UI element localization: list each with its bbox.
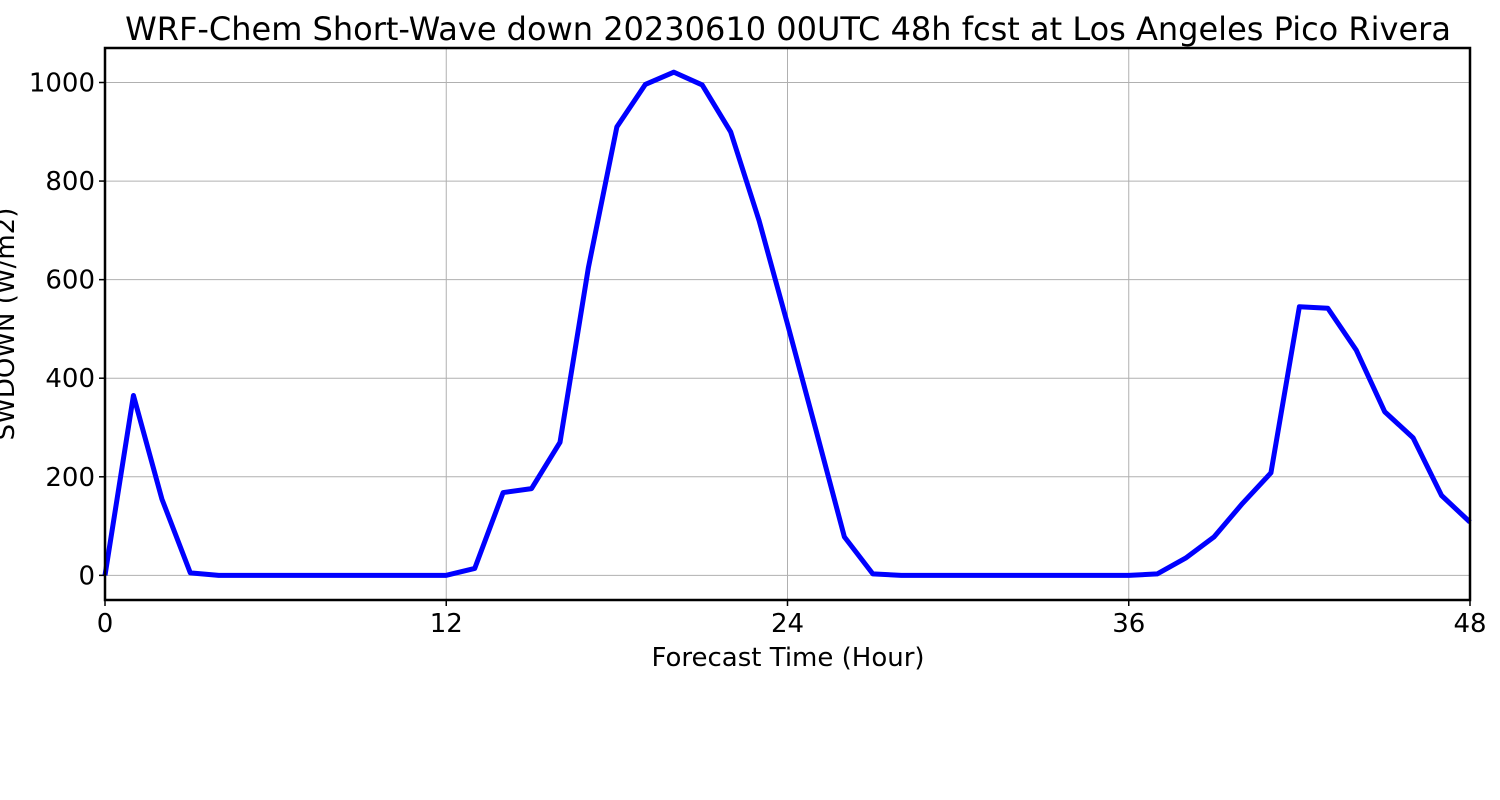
y-tick-label: 1000 xyxy=(29,69,95,99)
axis-ticks: 0 12 24 36 48 0 200 400 600 800 1000 xyxy=(29,69,1487,640)
y-tick-label: 200 xyxy=(45,463,95,493)
x-tick-label: 24 xyxy=(771,609,804,639)
x-tick-label: 36 xyxy=(1112,609,1145,639)
y-tick-label: 600 xyxy=(45,266,95,296)
y-tick-label: 800 xyxy=(45,167,95,197)
x-tick-label: 48 xyxy=(1453,609,1486,639)
y-tick-label: 400 xyxy=(45,364,95,394)
chart-title: WRF-Chem Short-Wave down 20230610 00UTC … xyxy=(125,10,1451,48)
swdown-series-line xyxy=(102,69,1472,578)
y-axis-label: SWDOWN (W/m2) xyxy=(0,208,21,441)
x-tick-label: 12 xyxy=(430,609,463,639)
series-layer xyxy=(102,69,1472,578)
y-tick-label: 0 xyxy=(78,561,95,591)
x-tick-label: 0 xyxy=(97,609,114,639)
x-axis-label: Forecast Time (Hour) xyxy=(651,643,924,673)
